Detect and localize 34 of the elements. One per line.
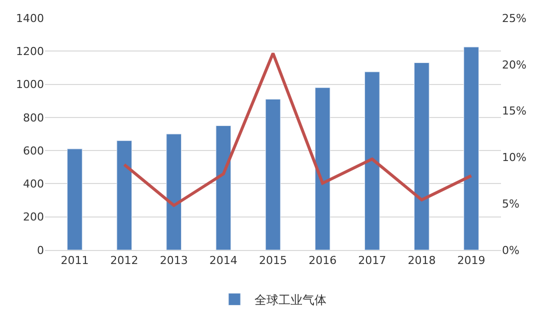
x-tick-label: 2011	[60, 254, 89, 268]
y2-tick-label: 5%	[502, 197, 520, 210]
bar	[265, 98, 281, 250]
y-tick-label: 200	[23, 210, 44, 224]
x-tick-label: 2014	[209, 254, 238, 268]
bar	[67, 148, 82, 250]
y2-tick-label: 15%	[502, 104, 526, 118]
y2-tick-label: 10%	[502, 151, 526, 164]
y-tick-label: 1000	[16, 78, 44, 92]
y-tick-label: 600	[23, 144, 44, 158]
bar	[314, 87, 330, 250]
line-series	[122, 52, 473, 207]
bar	[216, 125, 232, 250]
bar	[166, 134, 182, 250]
y-tick-label: 400	[23, 178, 44, 191]
bar	[116, 140, 132, 250]
y-tick-label: 800	[23, 111, 44, 124]
x-tick-label: 2012	[110, 254, 138, 268]
bar	[414, 62, 430, 250]
y-tick-label: 1200	[16, 44, 44, 58]
y-tick-label: 1400	[16, 12, 44, 25]
bar	[464, 46, 479, 250]
bar	[364, 72, 380, 250]
legend-label: 全球工业气体	[254, 292, 326, 307]
y2-tick-label: 0%	[502, 244, 520, 257]
x-tick-label: 2019	[457, 254, 486, 268]
y2-tick-label: 25%	[502, 12, 526, 25]
x-tick-label: 2017	[358, 254, 386, 268]
y-tick-label: 0	[37, 244, 44, 257]
x-tick-label: 2018	[408, 254, 436, 268]
x-tick-label: 2013	[160, 254, 188, 268]
x-tick-label: 2015	[259, 254, 287, 268]
x-tick-label: 2016	[308, 254, 337, 268]
y2-tick-label: 20%	[502, 58, 526, 72]
